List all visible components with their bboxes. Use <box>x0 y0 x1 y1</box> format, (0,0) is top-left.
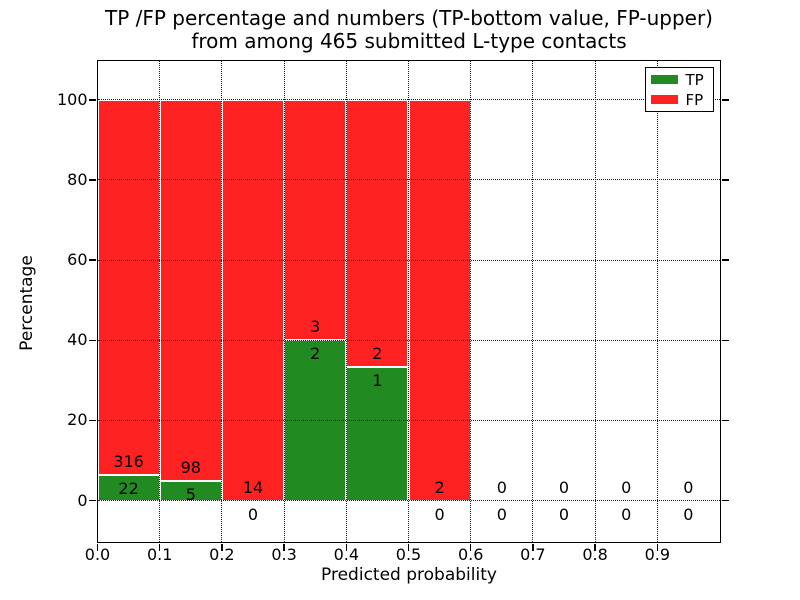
y-axis-label: Percentage <box>17 255 37 351</box>
bar-segment-fp <box>159 99 222 482</box>
fp-count-label: 14 <box>242 477 264 497</box>
fp-count-label: 0 <box>558 477 570 497</box>
x-tick-label: 0.0 <box>84 544 111 564</box>
tp-count-label: 2 <box>310 344 321 364</box>
legend-label: TP <box>685 70 704 89</box>
fp-count-label: 2 <box>372 344 383 364</box>
y-tick-mark <box>88 99 96 101</box>
fp-count-label: 98 <box>180 458 201 478</box>
bar-segment-tp <box>346 367 409 501</box>
y-tick-mark <box>88 339 96 342</box>
x-gridline <box>283 60 285 542</box>
legend-entry-tp: TP <box>650 70 708 90</box>
tp-count-label: 0 <box>683 504 694 524</box>
x-gridline <box>221 60 223 542</box>
legend-label: FP <box>685 90 704 109</box>
chart-title-line2: from among 465 submitted L-type contacts <box>191 29 627 53</box>
tp-count-label: 0 <box>621 504 632 524</box>
y-tick-label: 80 <box>67 169 88 189</box>
x-gridline <box>470 60 472 542</box>
x-tick-mark <box>656 543 659 551</box>
x-tick-mark <box>532 543 534 551</box>
chart-title-line1: TP /FP percentage and numbers (TP-bottom… <box>105 6 713 30</box>
fp-color-swatch <box>650 95 678 104</box>
x-tick-label: 0.6 <box>457 544 484 564</box>
tp-count-label: 5 <box>185 485 196 505</box>
bar-segment-fp <box>97 99 160 475</box>
y-tick-mark <box>721 339 729 342</box>
bar-segment-tp <box>97 474 160 501</box>
y-tick-label: 60 <box>67 250 88 270</box>
x-tick-mark <box>469 543 472 551</box>
x-tick-label: 0.3 <box>271 544 297 564</box>
plot-area: TP FP 0 20 40 60 80 100 0.0 0.1 0.2 0.3 0.4 0.5 0.6 0.… <box>57 59 729 564</box>
x-axis-label: Predicted probability <box>321 565 497 585</box>
y-tick-mark <box>721 499 729 502</box>
fp-count-label: 0 <box>683 477 694 497</box>
bar-segment-fp <box>284 99 347 341</box>
y-tick-label: 0 <box>77 490 88 510</box>
y-tick-mark <box>88 499 96 502</box>
x-gridline <box>407 60 409 542</box>
fp-count-label: 316 <box>113 451 144 471</box>
x-tick-label: 0.1 <box>146 544 173 564</box>
y-tick-mark <box>721 419 729 422</box>
chart-title: TP /FP percentage and numbers (TP-bottom… <box>98 7 720 53</box>
legend: TP FP <box>644 66 714 112</box>
x-gridline <box>532 60 534 542</box>
y-tick-mark <box>721 99 729 101</box>
legend-entry-fp: FP <box>650 90 708 110</box>
x-tick-label: 0.9 <box>644 544 671 564</box>
y-tick-label: 40 <box>67 330 88 350</box>
tp-count-label: 1 <box>372 371 383 391</box>
tp-count-label: 22 <box>118 478 139 498</box>
x-tick-mark <box>221 543 223 551</box>
y-tick-mark <box>88 259 96 261</box>
x-tick-label: 0.2 <box>209 544 235 564</box>
x-tick-mark <box>407 543 410 551</box>
y-tick-label: 20 <box>67 410 88 430</box>
fp-count-label: 2 <box>434 477 445 497</box>
x-tick-label: 0.4 <box>333 544 360 564</box>
x-tick-mark <box>345 543 348 551</box>
x-gridline <box>345 60 347 542</box>
x-tick-mark <box>96 543 99 551</box>
tp-count-label: 0 <box>558 504 570 524</box>
x-tick-label: 0.8 <box>582 544 608 564</box>
x-tick-mark <box>594 543 596 551</box>
x-tick-mark <box>283 543 285 551</box>
tp-count-label: 0 <box>496 504 507 524</box>
bar-segment-fp <box>408 99 471 501</box>
bar-segment-fp <box>346 99 409 368</box>
x-tick-mark <box>158 543 161 551</box>
fp-count-label: 3 <box>310 317 321 337</box>
y-tick-mark <box>88 419 96 422</box>
fp-count-label: 0 <box>496 477 507 497</box>
tp-count-label: 0 <box>247 504 259 524</box>
y-tick-mark <box>721 179 729 181</box>
y-tick-label: 100 <box>56 89 88 109</box>
fp-count-label: 0 <box>621 477 632 497</box>
x-gridline <box>656 60 658 542</box>
tp-count-label: 0 <box>434 504 445 524</box>
tp-color-swatch <box>650 75 678 84</box>
x-gridline <box>594 60 596 542</box>
y-tick-mark <box>88 179 96 181</box>
y-tick-mark <box>721 259 729 261</box>
x-tick-label: 0.5 <box>395 544 422 564</box>
x-tick-label: 0.7 <box>520 544 546 564</box>
x-gridline <box>159 60 161 542</box>
bar-segment-fp <box>221 99 285 501</box>
